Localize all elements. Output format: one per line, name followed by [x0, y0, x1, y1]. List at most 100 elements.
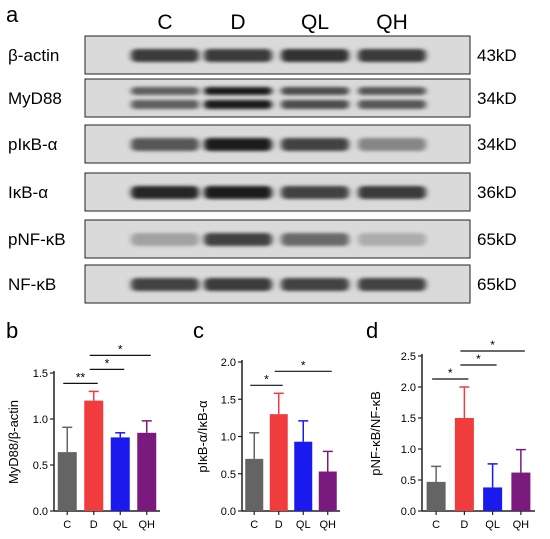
blot-band [358, 186, 426, 199]
blot-protein-label: β-actin [8, 46, 59, 65]
blot-band [204, 278, 272, 291]
bar-ql [294, 441, 313, 511]
blot-size-label: 34kD [477, 135, 517, 154]
lane-label-c: C [157, 11, 172, 34]
x-tick-label: C [63, 519, 71, 531]
significance-label: * [448, 366, 453, 380]
significance-label: ** [76, 370, 86, 384]
blot-size-label: 34kD [477, 89, 517, 108]
lane-labels: C D QL QH [157, 11, 407, 34]
blot-row-0: β-actin 43kD [8, 35, 517, 75]
blot-band [204, 186, 272, 199]
blot-band [131, 138, 199, 151]
bar-d [454, 418, 474, 511]
blot-band [281, 100, 349, 109]
panel-letter: b [6, 318, 18, 343]
panel-letter: d [366, 318, 378, 343]
blot-row-3: IκB-α 36kD [8, 172, 517, 212]
x-tick-label: QL [296, 519, 311, 531]
blot-band [131, 186, 199, 199]
x-tick-label: C [432, 519, 440, 531]
blot-band [131, 278, 199, 291]
blot-protein-label: IκB-α [8, 183, 48, 202]
lane-label-ql: QL [301, 11, 329, 34]
chart-pikba: c 0.0 0.5 1.0 1.5 2.0 pIκB-α/IκB-α C D QL QH * * [193, 318, 340, 531]
blot-row-1: MyD88 34kD [8, 78, 517, 118]
blot-size-label: 65kD [477, 230, 517, 249]
y-tick-label: 1.5 [221, 394, 236, 406]
blot-band [204, 87, 272, 95]
blot-row-4: pNF-κB 65kD [8, 219, 517, 259]
y-tick-label: 1.5 [401, 413, 416, 425]
y-tick-label: 1.5 [33, 368, 48, 380]
blot-protein-label: pNF-κB [8, 230, 66, 249]
blot-band [204, 100, 272, 109]
y-tick-label: 0.0 [33, 506, 48, 518]
blot-band [204, 138, 272, 151]
y-tick-label: 0.5 [401, 475, 416, 487]
bar-qh [318, 471, 337, 511]
y-axis-label: pIκB-α/IκB-α [195, 400, 210, 473]
blot-size-label: 43kD [477, 46, 517, 65]
blot-frame [84, 78, 471, 118]
y-tick-label: 1.0 [401, 444, 416, 456]
western-blot-panel: β-actin 43kD MyD88 34kD pIκB-α 34kD IκB-α 36kD p… [8, 35, 517, 304]
blot-band [358, 87, 426, 95]
blot-band [131, 233, 199, 246]
blot-protein-label: pIκB-α [8, 135, 58, 154]
x-tick-label: QL [485, 519, 500, 531]
x-tick-label: QH [139, 519, 156, 531]
y-tick-label: 0.0 [221, 506, 236, 518]
x-tick-label: D [460, 519, 468, 531]
x-tick-label: C [250, 519, 258, 531]
blot-band [131, 49, 199, 62]
y-tick-label: 0.5 [33, 460, 48, 472]
blot-band [358, 100, 426, 109]
y-tick-label: 0.5 [221, 469, 236, 481]
blot-size-label: 65kD [477, 275, 517, 294]
y-tick-label: 2.0 [221, 357, 236, 369]
lane-label-qh: QH [376, 11, 408, 34]
significance-label: * [105, 356, 110, 370]
y-tick-label: 2.0 [401, 382, 416, 394]
blot-band [281, 49, 349, 62]
bar-c [426, 481, 446, 511]
y-tick-label: 0.0 [401, 506, 416, 518]
blot-band [281, 186, 349, 199]
x-tick-label: QH [513, 519, 530, 531]
significance-label: * [264, 372, 269, 386]
blot-band [204, 49, 272, 62]
significance-label: * [490, 338, 495, 352]
significance-label: * [301, 358, 306, 372]
blot-band [358, 49, 426, 62]
bar-ql [483, 487, 503, 511]
significance-label: * [476, 352, 481, 366]
y-axis-label: pNF-κB/NF-κB [368, 391, 383, 476]
blot-band [358, 138, 426, 151]
blot-size-label: 36kD [477, 183, 517, 202]
panel-a-letter: a [6, 2, 19, 27]
y-tick-label: 1.0 [33, 414, 48, 426]
bar-c [57, 452, 77, 511]
blot-row-5: NF-κB 65kD [8, 264, 517, 304]
blot-protein-label: MyD88 [8, 89, 62, 108]
bar-qh [511, 472, 531, 511]
blot-band [281, 138, 349, 151]
y-axis-label: MyD88/β-actin [6, 400, 21, 484]
bar-ql [110, 437, 130, 511]
bar-d [269, 414, 288, 511]
blot-band [281, 233, 349, 246]
blot-band [131, 100, 199, 109]
bar-qh [137, 432, 157, 511]
y-tick-label: 2.5 [401, 351, 416, 363]
blot-band [281, 278, 349, 291]
blot-band [131, 87, 199, 95]
blot-band [358, 278, 426, 291]
bar-c [245, 458, 264, 511]
blot-band [204, 233, 272, 246]
blot-protein-label: NF-κB [8, 275, 56, 294]
blot-band [358, 233, 426, 246]
bar-d [84, 400, 104, 511]
